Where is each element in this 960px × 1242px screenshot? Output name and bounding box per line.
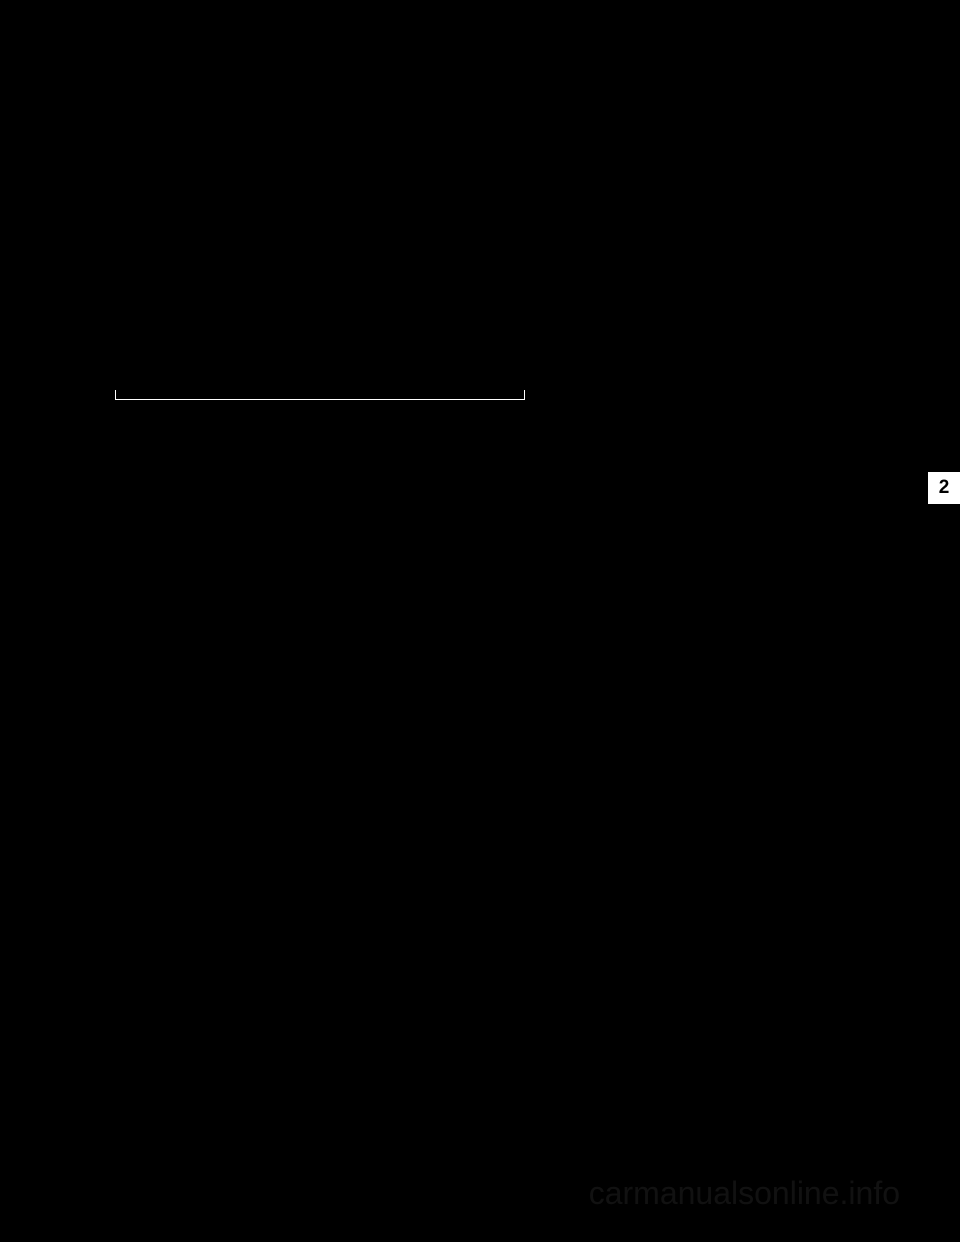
section-number: 2 [939,477,950,499]
section-tab: 2 [928,472,960,504]
watermark-text: carmanualsonline.info [589,1175,900,1212]
page-container: 2 carmanualsonline.info [0,0,960,1242]
image-frame-bottom-border [115,390,525,400]
